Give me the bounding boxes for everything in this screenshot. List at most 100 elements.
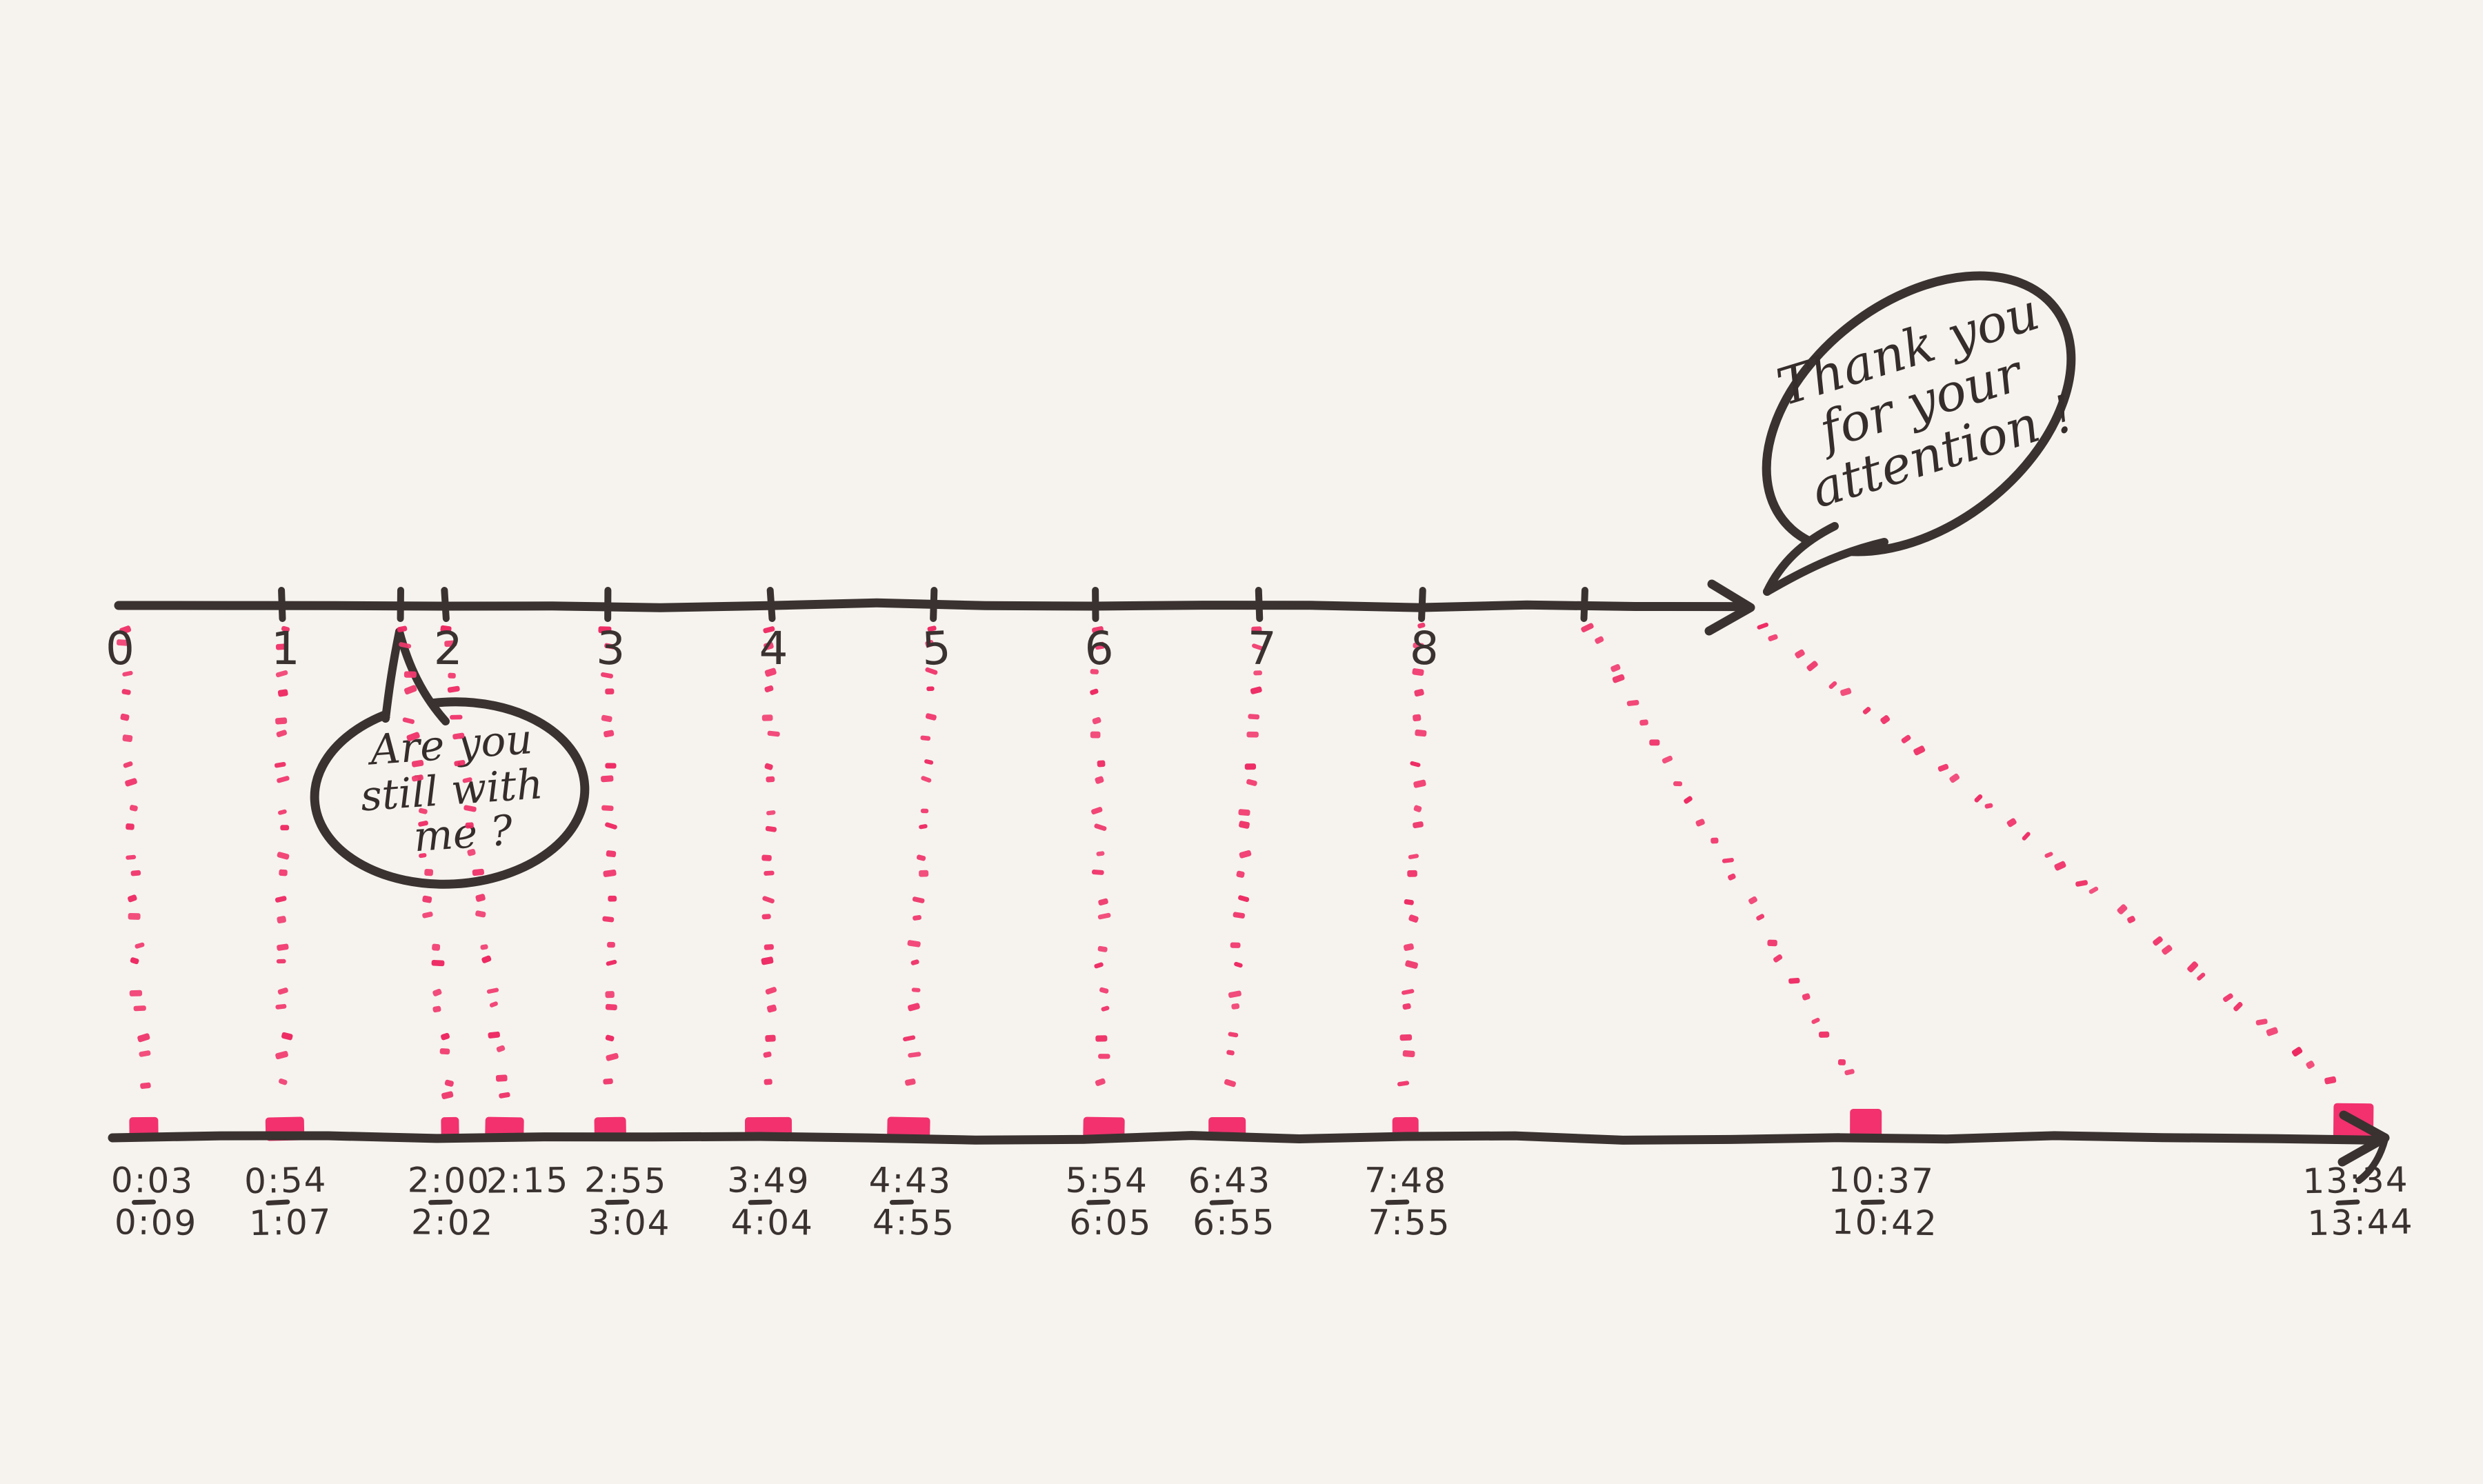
pink-dot: [441, 1032, 450, 1041]
pink-dot: [605, 763, 617, 769]
pink-dot: [1844, 1069, 1855, 1076]
time-range-label: 7:487:55: [1364, 1160, 1451, 1243]
pink-dot: [481, 955, 492, 963]
pink-dot: [121, 689, 131, 695]
pink-dot: [1095, 1078, 1106, 1086]
bubble-line: me ?: [412, 806, 515, 861]
pink-dot: [452, 732, 465, 740]
pink-dot: [122, 670, 133, 676]
top-axis-arrowhead: [1704, 579, 1755, 636]
pink-dot: [1403, 943, 1414, 951]
pink-dot: [1230, 942, 1241, 948]
time-start-label: 13:34: [2302, 1160, 2409, 1202]
pink-dot: [912, 896, 925, 903]
pink-dot: [766, 810, 776, 816]
pink-dot: [1246, 779, 1257, 786]
range-dash: [605, 1199, 630, 1205]
pink-dot: [1974, 794, 1983, 803]
pink-dot: [1802, 993, 1811, 1001]
pink-dot: [277, 809, 287, 815]
pink-dot: [1250, 686, 1262, 694]
pink-dot: [761, 956, 774, 965]
dotted-connector: [274, 625, 293, 1085]
pink-dot: [440, 625, 452, 633]
range-dash: [748, 1199, 772, 1205]
pink-dot: [765, 1034, 776, 1042]
dotted-connector: [598, 626, 619, 1085]
pink-dot: [489, 1001, 498, 1007]
pink-dot: [608, 895, 617, 902]
pink-dot: [399, 642, 412, 649]
axis-tick: [766, 587, 776, 622]
pink-dot: [2197, 972, 2206, 981]
pink-dot: [139, 1050, 151, 1057]
speech-bubble-tail-stroke: [381, 628, 403, 723]
axis-tick: [441, 587, 450, 622]
pink-dot: [1757, 622, 1768, 630]
pink-dot: [1581, 623, 1594, 632]
pink-dot: [140, 1082, 151, 1090]
pink-dot: [1639, 719, 1648, 726]
pink-dot: [125, 778, 137, 787]
pink-dot: [278, 1078, 288, 1085]
pink-dot: [764, 641, 774, 650]
pink-dot: [1099, 987, 1109, 994]
pink-dot: [432, 1005, 441, 1013]
pink-dot: [126, 854, 137, 860]
pink-dot: [486, 987, 499, 994]
pink-dot: [761, 854, 772, 861]
pink-dot: [767, 730, 780, 737]
pink-dot: [1413, 642, 1424, 649]
pink-dot: [1402, 1050, 1415, 1058]
time-start-label: 6:43: [1188, 1161, 1272, 1201]
pink-dot: [1231, 1003, 1240, 1010]
pink-dot: [908, 1052, 921, 1058]
pink-dot: [496, 1045, 506, 1052]
pink-dot: [1091, 807, 1103, 815]
dotted-connector: [903, 625, 938, 1086]
pink-dot: [603, 1078, 613, 1085]
time-end-label: 6:55: [1193, 1203, 1276, 1243]
pink-dot: [480, 944, 488, 950]
pink-dot: [418, 820, 428, 827]
time-end-label: 13:44: [2307, 1202, 2414, 1244]
pink-dot: [926, 686, 935, 692]
pink-dot: [1224, 1079, 1236, 1087]
time-range-label: 6:436:55: [1188, 1161, 1276, 1243]
pink-dot: [1612, 674, 1625, 683]
pink-dot: [1695, 819, 1705, 827]
dotted-connector: [440, 625, 510, 1099]
time-start-label: 4:43: [868, 1160, 952, 1201]
pink-dot: [2233, 1001, 2243, 1012]
pink-dot: [604, 730, 615, 738]
pink-dot: [475, 910, 486, 918]
pink-dot: [2255, 1019, 2268, 1025]
pink-dot: [275, 670, 288, 678]
speech-bubble-thank-you: Thank you for your attention !: [1762, 271, 2082, 596]
pink-dot: [2324, 1076, 2337, 1085]
pink-dot: [1094, 962, 1104, 969]
slide-number-label: 0: [105, 621, 136, 676]
pink-dot: [439, 1048, 450, 1055]
pink-dot: [603, 870, 617, 877]
pink-dot: [129, 805, 138, 812]
dotted-connector: [117, 625, 151, 1090]
pink-dot: [1408, 914, 1419, 923]
axis-tick: [930, 587, 938, 622]
bottom-axis-arrowhead: [2355, 1136, 2389, 1184]
pink-dot: [2075, 880, 2088, 887]
range-dash: [1860, 1199, 1885, 1205]
pink-dot: [462, 777, 472, 783]
pink-dot: [605, 688, 615, 695]
slide-number-label: 8: [1408, 621, 1439, 676]
slide-numbers-layer: 0 1 2 3 4 5 6 7 8: [105, 621, 1440, 676]
time-start-label: 2:15: [486, 1160, 570, 1201]
pink-dot: [276, 959, 286, 964]
pink-dot: [280, 825, 290, 831]
pink-dot: [602, 916, 615, 923]
pink-dot: [1413, 821, 1424, 829]
pink-dot: [277, 987, 288, 995]
speech-bubble-outline: [1762, 271, 2076, 556]
